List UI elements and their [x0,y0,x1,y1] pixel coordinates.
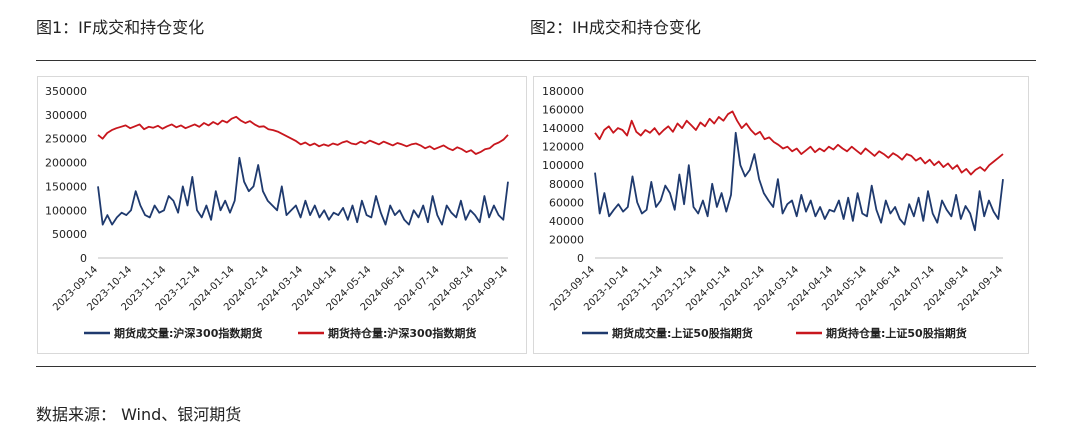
y-tick-label: 20000 [549,233,584,246]
legend-label-volume: 期货成交量:沪深300指数期货 [114,326,262,340]
y-tick-label: 160000 [542,104,584,117]
y-tick-label: 40000 [549,215,584,228]
y-tick-label: 50000 [52,228,87,241]
chart-ih: 180000 160000 140000 120000 100000 80000 60000… [542,85,1005,340]
y-tick-label: 0 [577,252,584,265]
chart-panel-ih: 180000 160000 140000 120000 100000 80000 60000… [533,76,1029,354]
y-tick-label: 100000 [542,159,584,172]
y-tick-label: 200000 [45,157,87,170]
y-tick-label: 120000 [542,141,584,154]
chart-panel-if: 350000 300000 250000 200000 150000 100000 5000… [37,76,527,354]
y-tick-label: 180000 [542,85,584,98]
open-interest-series-line [594,110,1004,176]
legend-label-volume: 期货成交量:上证50股指期货 [612,326,753,340]
y-tick-label: 0 [80,252,87,265]
top-divider [36,60,1036,61]
volume-series-line [97,156,509,226]
y-tick-label: 250000 [45,133,87,146]
y-tick-label: 100000 [45,204,87,217]
legend-label-oi: 期货持仓量:上证50股指期货 [826,326,967,340]
legend-label-oi: 期货持仓量:沪深300指数期货 [328,326,476,340]
source-note: 数据来源： Wind、银河期货 [36,405,242,424]
volume-series-line [594,131,1004,232]
figure-1-title: 图1：IF成交和持仓变化 [36,18,205,37]
y-tick-label: 350000 [45,85,87,98]
y-tick-label: 80000 [549,178,584,191]
chart-if: 350000 300000 250000 200000 150000 100000 5000… [45,85,510,340]
bottom-divider [36,366,1036,367]
y-tick-label: 140000 [542,122,584,135]
figure-2-title: 图2：IH成交和持仓变化 [530,18,701,37]
y-tick-label: 150000 [45,180,87,193]
y-tick-label: 300000 [45,109,87,122]
open-interest-series-line [97,115,509,155]
y-tick-label: 60000 [549,196,584,209]
